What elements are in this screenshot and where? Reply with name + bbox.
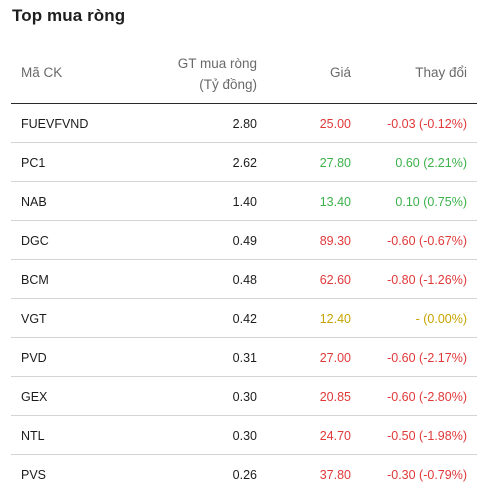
header-value-line1: GT mua ròng — [177, 56, 257, 71]
net-buy-value: 0.48 — [232, 273, 257, 287]
price: 20.85 — [319, 390, 351, 404]
table-row[interactable]: PVS 0.26 37.80 -0.30 (-0.79%) — [11, 455, 477, 494]
net-buy-value: 0.42 — [232, 312, 257, 326]
price-change: -0.50 (-1.98%) — [387, 429, 467, 443]
stock-code: PVS — [21, 468, 47, 482]
table-body: FUEVFVND 2.80 25.00 -0.03 (-0.12%) PC1 2.62 27… — [11, 104, 477, 494]
widget-title: Top mua ròng — [12, 6, 126, 25]
price: 12.40 — [319, 312, 351, 326]
header-change: Thay đổi — [415, 65, 467, 80]
header-price: Giá — [329, 65, 351, 80]
header-value-line2: (Tỷ đồng) — [199, 77, 257, 92]
price-change: -0.30 (-0.79%) — [387, 468, 467, 482]
stock-code: NTL — [21, 429, 45, 443]
price-change: -0.80 (-1.26%) — [387, 273, 467, 287]
price-change: 0.10 (0.75%) — [395, 195, 467, 209]
price-change: 0.60 (2.21%) — [395, 156, 467, 170]
price: 25.00 — [319, 117, 351, 131]
net-buy-value: 2.80 — [232, 117, 257, 131]
stock-code: NAB — [21, 195, 47, 209]
table-row[interactable]: NAB 1.40 13.40 0.10 (0.75%) — [11, 182, 477, 221]
table-row[interactable]: PVD 0.31 27.00 -0.60 (-2.17%) — [11, 338, 477, 377]
table-row[interactable]: BCM 0.48 62.60 -0.80 (-1.26%) — [11, 260, 477, 299]
stock-code: FUEVFVND — [21, 117, 89, 131]
net-buy-table: Mã CK GT mua ròng (Tỷ đồng) Giá Thay đổi… — [11, 48, 477, 494]
price-change: -0.60 (-2.17%) — [387, 351, 467, 365]
price: 62.60 — [319, 273, 351, 287]
price: 27.00 — [319, 351, 351, 365]
net-buy-value: 0.49 — [232, 234, 257, 248]
table-row[interactable]: DGC 0.49 89.30 -0.60 (-0.67%) — [11, 221, 477, 260]
table-row[interactable]: FUEVFVND 2.80 25.00 -0.03 (-0.12%) — [11, 104, 477, 143]
price: 37.80 — [319, 468, 351, 482]
price-change: -0.60 (-0.67%) — [387, 234, 467, 248]
price: 13.40 — [319, 195, 351, 209]
header-code: Mã CK — [21, 65, 63, 80]
net-buy-value: 0.30 — [232, 429, 257, 443]
stock-code: GEX — [21, 390, 48, 404]
table-row[interactable]: NTL 0.30 24.70 -0.50 (-1.98%) — [11, 416, 477, 455]
price: 89.30 — [319, 234, 351, 248]
table-row[interactable]: PC1 2.62 27.80 0.60 (2.21%) — [11, 143, 477, 182]
net-buy-value: 0.26 — [232, 468, 257, 482]
net-buy-value: 0.30 — [232, 390, 257, 404]
stock-code: VGT — [21, 312, 47, 326]
table-header: Mã CK GT mua ròng (Tỷ đồng) Giá Thay đổi — [11, 48, 477, 104]
price-change: - (0.00%) — [415, 312, 467, 326]
stock-code: PC1 — [21, 156, 46, 170]
table-row[interactable]: GEX 0.30 20.85 -0.60 (-2.80%) — [11, 377, 477, 416]
price: 27.80 — [319, 156, 351, 170]
stock-code: DGC — [21, 234, 49, 248]
stock-code: PVD — [21, 351, 47, 365]
price-change: -0.03 (-0.12%) — [387, 117, 467, 131]
net-buy-value: 2.62 — [232, 156, 257, 170]
stock-code: BCM — [21, 273, 49, 287]
net-buy-value: 1.40 — [232, 195, 257, 209]
header-value: GT mua ròng (Tỷ đồng) — [178, 53, 257, 95]
price: 24.70 — [319, 429, 351, 443]
price-change: -0.60 (-2.80%) — [387, 390, 467, 404]
table-row[interactable]: VGT 0.42 12.40 - (0.00%) — [11, 299, 477, 338]
net-buy-value: 0.31 — [232, 351, 257, 365]
